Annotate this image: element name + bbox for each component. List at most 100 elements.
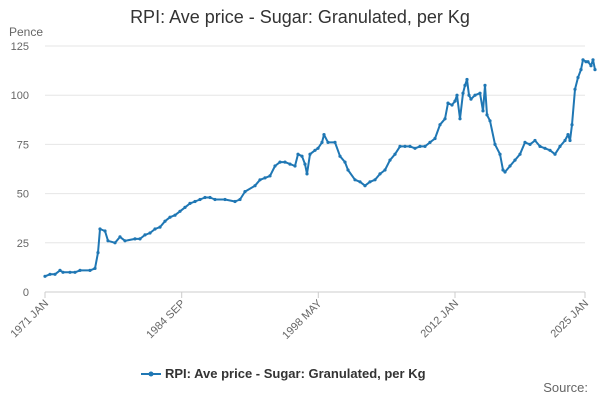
data-point[interactable] [203, 195, 207, 200]
data-point[interactable] [446, 101, 450, 105]
data-point[interactable] [316, 146, 320, 150]
data-point[interactable] [233, 199, 237, 204]
data-point[interactable] [43, 274, 47, 278]
data-point[interactable] [358, 180, 362, 184]
data-point[interactable] [373, 178, 377, 182]
data-point[interactable] [78, 268, 82, 272]
data-point[interactable] [503, 170, 507, 174]
data-point[interactable] [96, 251, 100, 255]
data-point[interactable] [576, 75, 580, 80]
data-point[interactable] [143, 233, 147, 237]
data-point[interactable] [591, 58, 595, 62]
data-point[interactable] [388, 158, 392, 162]
data-point[interactable] [138, 237, 142, 241]
data-point[interactable] [586, 60, 590, 64]
data-point[interactable] [501, 168, 505, 172]
data-point[interactable] [223, 197, 227, 202]
data-point[interactable] [469, 97, 473, 101]
data-point[interactable] [303, 162, 307, 166]
data-point[interactable] [263, 176, 267, 180]
data-point[interactable] [253, 184, 257, 188]
data-point[interactable] [278, 160, 282, 164]
data-point[interactable] [581, 58, 585, 62]
data-point[interactable] [433, 136, 437, 141]
data-point[interactable] [481, 109, 485, 113]
data-point[interactable] [153, 227, 157, 231]
data-point[interactable] [463, 83, 467, 87]
data-point[interactable] [558, 144, 562, 148]
data-point[interactable] [300, 154, 304, 158]
data-point[interactable] [93, 266, 97, 270]
data-point[interactable] [589, 64, 593, 68]
data-point[interactable] [338, 154, 342, 158]
data-point[interactable] [106, 239, 110, 243]
data-point[interactable] [73, 270, 77, 274]
data-point[interactable] [455, 93, 459, 97]
data-point[interactable] [418, 144, 422, 148]
data-point[interactable] [148, 231, 152, 235]
data-point[interactable] [183, 205, 187, 209]
data-point[interactable] [428, 140, 432, 144]
data-point[interactable] [158, 225, 162, 229]
data-point[interactable] [273, 164, 277, 168]
data-point[interactable] [308, 152, 312, 156]
data-point[interactable] [123, 239, 127, 243]
data-point[interactable] [188, 201, 192, 205]
data-point[interactable] [178, 209, 182, 213]
data-point[interactable] [320, 140, 324, 144]
data-point[interactable] [98, 227, 102, 231]
data-point[interactable] [61, 270, 65, 274]
data-point[interactable] [58, 268, 62, 272]
data-point[interactable] [543, 146, 547, 150]
data-point[interactable] [258, 178, 262, 182]
data-point[interactable] [68, 270, 72, 274]
data-point[interactable] [343, 160, 347, 164]
data-point[interactable] [513, 158, 517, 162]
data-point[interactable] [563, 138, 567, 143]
data-point[interactable] [483, 83, 487, 87]
data-point[interactable] [518, 152, 522, 156]
data-point[interactable] [488, 119, 492, 123]
data-point[interactable] [103, 229, 107, 233]
data-point[interactable] [450, 103, 454, 107]
data-point[interactable] [193, 199, 197, 204]
data-point[interactable] [243, 190, 247, 194]
data-point[interactable] [533, 138, 537, 143]
data-point[interactable] [133, 237, 137, 241]
data-point[interactable] [508, 164, 512, 168]
data-point[interactable] [198, 197, 202, 202]
data-point[interactable] [403, 144, 407, 148]
data-point[interactable] [378, 172, 382, 176]
data-point[interactable] [118, 235, 122, 239]
data-point[interactable] [313, 148, 317, 152]
data-point[interactable] [353, 178, 357, 182]
data-point[interactable] [570, 123, 574, 127]
data-point[interactable] [478, 91, 482, 95]
data-point[interactable] [322, 133, 326, 137]
data-point[interactable] [53, 272, 57, 276]
data-point[interactable] [333, 140, 337, 144]
data-point[interactable] [393, 152, 397, 156]
data-point[interactable] [408, 144, 412, 148]
data-point[interactable] [305, 172, 309, 176]
data-point[interactable] [453, 99, 457, 103]
data-point[interactable] [268, 174, 272, 178]
data-point[interactable] [458, 117, 462, 121]
data-point[interactable] [88, 268, 92, 272]
legend[interactable]: RPI: Ave price - Sugar: Granulated, per … [141, 366, 426, 381]
data-point[interactable] [498, 152, 502, 156]
data-point[interactable] [523, 140, 527, 144]
data-point[interactable] [163, 219, 167, 223]
data-point[interactable] [368, 180, 372, 184]
data-point[interactable] [465, 77, 469, 82]
data-point[interactable] [208, 195, 212, 200]
data-point[interactable] [538, 144, 542, 148]
data-point[interactable] [326, 140, 330, 144]
data-point[interactable] [48, 272, 52, 276]
data-point[interactable] [363, 184, 367, 188]
data-point[interactable] [473, 93, 477, 97]
data-point[interactable] [568, 138, 572, 143]
data-point[interactable] [467, 93, 471, 97]
data-point[interactable] [213, 197, 217, 202]
data-point[interactable] [398, 144, 402, 148]
